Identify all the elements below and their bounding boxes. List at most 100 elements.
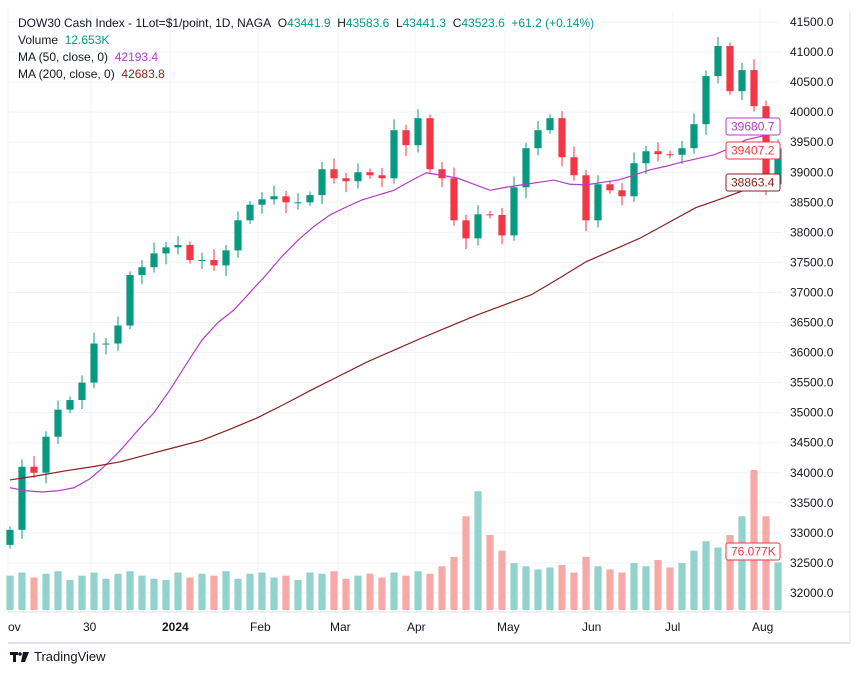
volume-bar	[486, 535, 494, 610]
y-tick-label: 36000.0	[790, 346, 834, 360]
volume-bar	[438, 566, 446, 610]
ma50-price-label: 39680.7	[731, 120, 775, 134]
volume-price-label-box	[725, 542, 781, 561]
volume-bar	[354, 575, 362, 610]
high-label: H	[337, 16, 346, 30]
candle	[390, 130, 398, 179]
y-tick-label: 32500.0	[790, 556, 834, 570]
volume-bar	[450, 556, 458, 610]
brand-name: TradingView	[34, 649, 106, 664]
volume-bar	[330, 571, 338, 610]
volume-legend[interactable]: Volume 12.653K	[18, 33, 109, 47]
volume-bar	[510, 563, 518, 610]
candle	[570, 157, 578, 176]
candle	[450, 178, 458, 221]
volume-bar	[234, 578, 242, 610]
x-tick-label: Mar	[330, 620, 351, 634]
candle	[6, 529, 14, 545]
y-tick-label: 33500.0	[790, 496, 834, 510]
candle	[294, 202, 302, 204]
volume-bar	[42, 573, 50, 610]
low-label: L	[395, 16, 403, 30]
high-value: 43583.6	[345, 16, 390, 30]
candle	[102, 343, 110, 345]
volume-bar	[258, 572, 266, 610]
volume-price-label: 76.077K	[731, 545, 776, 559]
candle	[510, 187, 518, 236]
candle	[126, 275, 134, 326]
candle	[498, 214, 506, 236]
volume-value: 12.653K	[64, 33, 110, 47]
candle	[738, 70, 746, 92]
x-tick-label: May	[497, 620, 520, 634]
candle	[78, 382, 86, 401]
volume-bar	[306, 572, 314, 610]
y-tick-label: 37000.0	[790, 285, 834, 299]
candle	[426, 118, 434, 170]
volume-bar	[714, 547, 722, 610]
volume-bar	[114, 573, 122, 610]
y-tick-label: 39000.0	[790, 165, 834, 179]
tradingview-logo[interactable]: TradingView	[10, 649, 106, 664]
candle	[306, 195, 314, 203]
x-tick-label: 30	[83, 620, 97, 634]
volume-bar	[462, 516, 470, 610]
volume-bar	[774, 562, 782, 610]
volume-bar	[198, 573, 206, 610]
volume-bar	[378, 577, 386, 610]
volume-bar	[150, 578, 158, 610]
volume-bar	[402, 575, 410, 610]
y-tick-label: 38500.0	[790, 195, 834, 209]
ma200-label: MA (200, close, 0)	[18, 67, 115, 81]
candle	[522, 148, 530, 188]
low-value: 43441.3	[402, 16, 447, 30]
candle	[270, 196, 278, 200]
volume-bar	[30, 577, 38, 610]
candle	[690, 124, 698, 149]
y-tick-label: 39500.0	[790, 135, 834, 149]
candle	[90, 343, 98, 383]
close-label: C	[452, 16, 462, 30]
candle	[558, 118, 566, 158]
candle	[750, 70, 758, 107]
x-tick-label: 2024	[162, 620, 189, 634]
volume-bar	[174, 572, 182, 610]
candle	[234, 220, 242, 251]
volume-bar	[186, 577, 194, 610]
volume-bar	[546, 567, 554, 610]
volume-bar	[498, 550, 506, 610]
candle	[54, 409, 62, 437]
candle	[642, 151, 650, 164]
y-tick-label: 36500.0	[790, 316, 834, 330]
ma200-line	[9, 179, 779, 481]
volume-bar	[366, 573, 374, 610]
candle	[618, 190, 626, 197]
volume-bar	[594, 566, 602, 610]
x-tick-label: ov	[8, 620, 21, 634]
candle	[606, 184, 614, 191]
ma200-legend[interactable]: MA (200, close, 0) 42683.8	[18, 67, 165, 81]
candle	[246, 204, 254, 221]
volume-label: Volume	[18, 33, 59, 47]
y-tick-label: 35500.0	[790, 376, 834, 390]
ma50-legend[interactable]: MA (50, close, 0) 42193.4	[18, 50, 158, 64]
candle	[402, 130, 410, 146]
volume-bar	[522, 566, 530, 610]
y-tick-label: 35000.0	[790, 406, 834, 420]
volume-bar	[666, 567, 674, 610]
candle	[258, 199, 266, 205]
y-tick-label: 34500.0	[790, 436, 834, 450]
volume-bar	[570, 572, 578, 610]
change-value: +61.2 (+0.14%)	[511, 16, 595, 30]
ma50-price-label-box	[725, 117, 781, 136]
candle	[18, 466, 26, 530]
volume-bar	[642, 566, 650, 610]
candle	[42, 436, 50, 473]
last-price-label: 39407.2	[731, 144, 775, 158]
candle	[114, 325, 122, 344]
volume-bar	[54, 571, 62, 610]
candle	[714, 46, 722, 77]
x-tick-label: Aug	[752, 620, 773, 634]
ma200-price-label: 38863.4	[731, 176, 775, 190]
